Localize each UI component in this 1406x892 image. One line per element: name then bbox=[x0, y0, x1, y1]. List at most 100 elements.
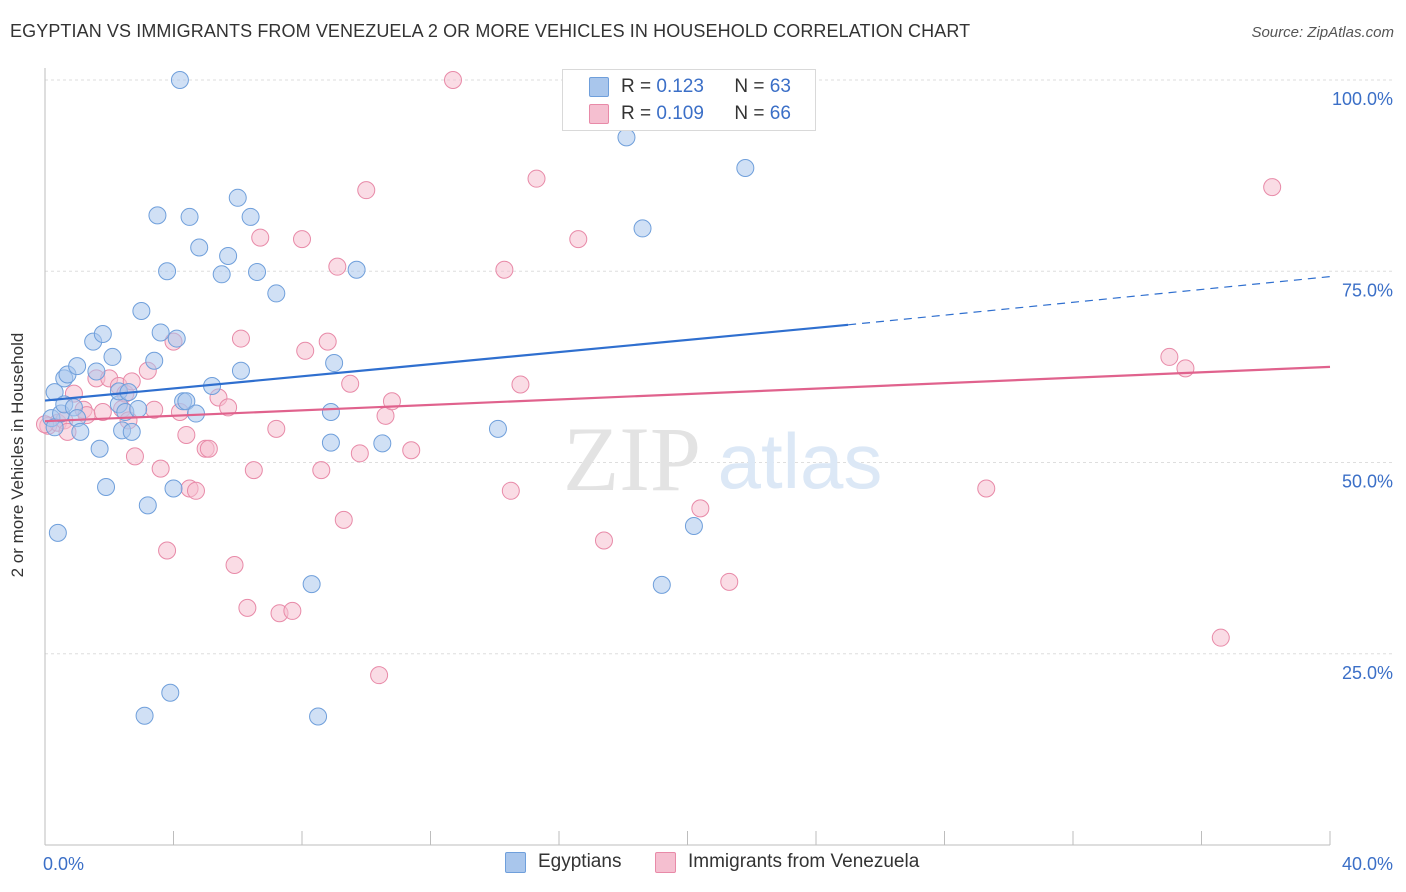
legend-r-label: R = bbox=[621, 103, 652, 124]
egyptians-point bbox=[321, 403, 340, 422]
venezuela-point bbox=[594, 531, 613, 550]
egyptians-point bbox=[321, 433, 340, 452]
watermark-atlas: atlas bbox=[718, 417, 883, 505]
egyptians-point bbox=[170, 71, 189, 89]
legend-row-venezuela: R = 0.109 N = 66 bbox=[589, 102, 791, 126]
venezuela-point bbox=[1211, 628, 1230, 647]
y-tick-label: 75.0% bbox=[1342, 280, 1393, 300]
legend-n-label: N = bbox=[734, 103, 765, 124]
egyptians-point bbox=[633, 219, 652, 238]
legend-item-venezuela[interactable]: Immigrants from Venezuela bbox=[655, 851, 919, 873]
legend-label-venezuela: Immigrants from Venezuela bbox=[688, 851, 920, 872]
venezuela-point bbox=[158, 541, 177, 560]
source-note: Source: ZipAtlas.com bbox=[1251, 24, 1394, 41]
venezuela-point bbox=[511, 375, 530, 394]
legend-r-value: 0.109 bbox=[656, 103, 704, 124]
legend-swatch-pink bbox=[655, 851, 676, 873]
legend-swatch-pink bbox=[589, 104, 609, 124]
venezuela-point bbox=[527, 169, 546, 188]
venezuela-point bbox=[318, 332, 337, 351]
egyptians-point bbox=[167, 329, 186, 348]
venezuela-point bbox=[225, 556, 244, 575]
trend-lines bbox=[44, 276, 1331, 423]
venezuela-point bbox=[238, 598, 257, 617]
egyptians-point bbox=[48, 523, 67, 542]
egyptians-point bbox=[87, 362, 106, 381]
legend-row-egyptians: R = 0.123 N = 63 bbox=[589, 75, 791, 99]
egyptians-point bbox=[138, 496, 157, 515]
chart-title: EGYPTIAN VS IMMIGRANTS FROM VENEZUELA 2 … bbox=[10, 21, 971, 41]
legend-item-egyptians[interactable]: Egyptians bbox=[505, 851, 621, 873]
egyptians-point bbox=[103, 347, 122, 366]
legend-n-value: 66 bbox=[769, 103, 791, 124]
correlation-legend: R = 0.123 N = 63 R = 0.109 N = 66 bbox=[562, 69, 816, 131]
egyptians-point bbox=[164, 479, 183, 498]
venezuela-point bbox=[93, 403, 112, 422]
venezuela-point bbox=[350, 444, 369, 463]
venezuela-trend-line bbox=[44, 365, 1331, 423]
venezuela-point bbox=[312, 461, 331, 480]
egyptians-point bbox=[180, 207, 199, 226]
egyptians-point bbox=[135, 706, 154, 725]
venezuela-point bbox=[244, 461, 263, 480]
egyptians-trend-line bbox=[44, 323, 849, 402]
venezuela-point bbox=[495, 260, 514, 279]
egyptians-point bbox=[68, 357, 87, 376]
venezuela-point bbox=[402, 441, 421, 460]
egyptians-point bbox=[652, 575, 671, 594]
egyptians-point bbox=[212, 265, 231, 284]
egyptians-point bbox=[148, 206, 167, 225]
egyptians-point bbox=[122, 422, 141, 441]
egyptians-point bbox=[248, 263, 267, 282]
egyptians-point bbox=[132, 302, 151, 321]
egyptians-point bbox=[97, 477, 116, 496]
venezuela-point bbox=[1263, 178, 1282, 197]
venezuela-point bbox=[267, 419, 286, 438]
legend-swatch-blue bbox=[589, 77, 609, 97]
egyptians-point bbox=[190, 238, 209, 257]
egyptians-point bbox=[90, 439, 109, 458]
venezuela-point bbox=[443, 71, 462, 89]
venezuela-point bbox=[501, 481, 520, 500]
venezuela-point bbox=[177, 425, 196, 444]
y-tick-label: 100.0% bbox=[1332, 89, 1393, 109]
venezuela-point bbox=[691, 499, 710, 518]
legend-n-label: N = bbox=[734, 76, 765, 97]
x-tick-label: 0.0% bbox=[43, 854, 84, 874]
egyptians-point bbox=[177, 392, 196, 411]
venezuela-point bbox=[720, 572, 739, 591]
y-tick-label: 50.0% bbox=[1342, 472, 1393, 492]
venezuela-point bbox=[251, 228, 270, 247]
egyptians-point bbox=[488, 419, 507, 438]
grid-lines bbox=[45, 79, 1393, 655]
venezuela-point bbox=[341, 374, 360, 393]
y-tick-label: 25.0% bbox=[1342, 663, 1393, 683]
egyptians-point bbox=[617, 128, 636, 147]
legend-r-value: 0.123 bbox=[656, 76, 704, 97]
egyptians-point bbox=[309, 707, 328, 726]
egyptians-point bbox=[231, 361, 250, 380]
egyptians-point bbox=[373, 434, 392, 453]
legend-n-value: 63 bbox=[769, 76, 791, 97]
venezuela-point bbox=[1176, 359, 1195, 378]
venezuela-point bbox=[1160, 347, 1179, 366]
egyptians-point bbox=[158, 262, 177, 281]
legend-swatch-blue bbox=[505, 851, 526, 873]
egyptians-point bbox=[241, 207, 260, 226]
egyptians-trend-extension bbox=[848, 276, 1331, 326]
venezuela-point bbox=[296, 341, 315, 360]
venezuela-point bbox=[569, 230, 588, 249]
axes bbox=[44, 68, 1331, 846]
legend-label-egyptians: Egyptians bbox=[538, 851, 622, 872]
egyptians-point bbox=[228, 188, 247, 207]
venezuela-point bbox=[293, 230, 311, 249]
venezuela-point bbox=[328, 257, 347, 276]
egyptians-point bbox=[325, 354, 344, 373]
venezuela-point bbox=[125, 447, 144, 466]
venezuela-point bbox=[219, 398, 238, 417]
venezuela-point bbox=[151, 459, 170, 478]
egyptians-point bbox=[267, 284, 286, 303]
venezuela-point bbox=[334, 510, 353, 529]
series-legend: Egyptians Immigrants from Venezuela bbox=[0, 851, 1406, 877]
